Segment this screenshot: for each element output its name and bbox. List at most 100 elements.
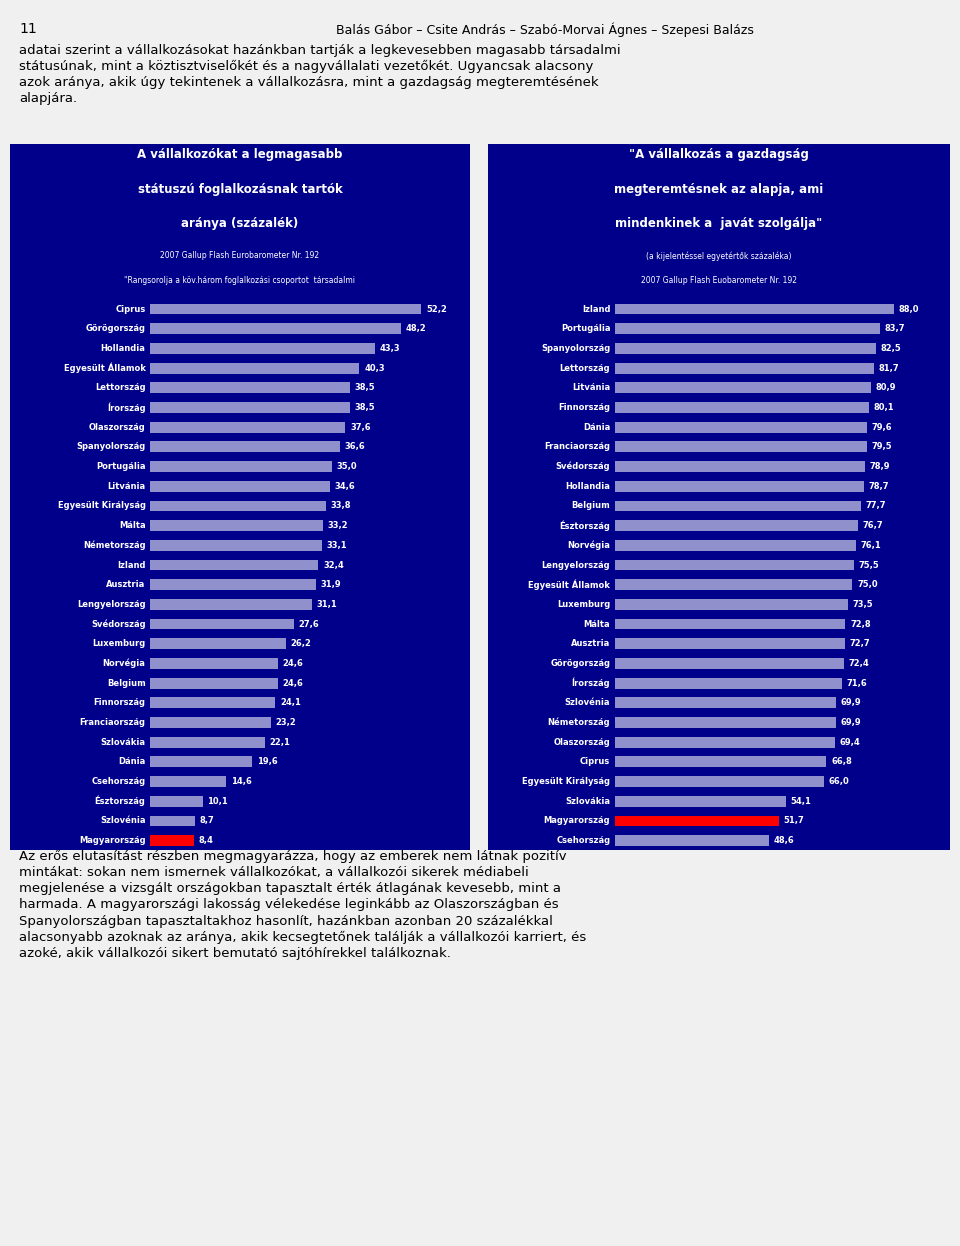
Text: 27,6: 27,6 (299, 619, 319, 628)
Text: 11: 11 (19, 22, 36, 36)
Text: Olaszország: Olaszország (554, 738, 611, 746)
Text: 72,4: 72,4 (849, 659, 870, 668)
Text: Portugália: Portugália (96, 462, 146, 471)
Bar (150, 540, 323, 551)
Text: 8,7: 8,7 (200, 816, 215, 825)
Bar (150, 718, 271, 728)
Bar (615, 559, 854, 571)
Bar (615, 619, 846, 629)
Bar (150, 304, 421, 314)
Text: Szlovákia: Szlovákia (101, 738, 146, 746)
Text: Egyesült Királyság: Egyesült Királyság (58, 501, 146, 511)
Text: Az erős elutasítást részben megmagyarázza, hogy az emberek nem látnak pozitív: Az erős elutasítást részben megmagyarázz… (19, 850, 566, 863)
Text: 35,0: 35,0 (337, 462, 357, 471)
Text: 2007 Gallup Flash Euobarometer Nr. 192: 2007 Gallup Flash Euobarometer Nr. 192 (641, 275, 797, 285)
Text: 76,7: 76,7 (862, 521, 883, 530)
Text: 79,5: 79,5 (872, 442, 892, 451)
Text: harmada. A magyarországi lakosság vélekedése leginkább az Olaszországban és: harmada. A magyarországi lakosság véleke… (19, 898, 559, 911)
Bar (615, 461, 865, 472)
Text: státusúnak, mint a köztisztviselőkét és a nagyvállalati vezetőkét. Ugyancsak ala: státusúnak, mint a köztisztviselőkét és … (19, 60, 593, 74)
Text: 80,1: 80,1 (874, 402, 894, 412)
Bar (150, 402, 350, 412)
Text: 69,9: 69,9 (841, 698, 861, 708)
Text: Hollandia: Hollandia (565, 482, 611, 491)
Text: 2007 Gallup Flash Eurobarometer Nr. 192: 2007 Gallup Flash Eurobarometer Nr. 192 (160, 250, 320, 260)
Text: igazgatói": igazgatói" (221, 325, 259, 335)
Text: 33,8: 33,8 (330, 501, 350, 511)
Text: Írország: Írország (107, 402, 146, 412)
Text: Svédország: Svédország (556, 462, 611, 471)
Bar (615, 756, 827, 768)
Text: adatai szerint a vállalkozásokat hazánkban tartják a legkevesebben magasabb társ: adatai szerint a vállalkozásokat hazánkb… (19, 44, 621, 56)
Text: Ciprus: Ciprus (115, 304, 146, 314)
Text: 10,1: 10,1 (207, 796, 228, 806)
Text: 73,5: 73,5 (852, 599, 873, 609)
Text: "Rangsorolja a köv.három foglalkozási csoportot  társadalmi: "Rangsorolja a köv.három foglalkozási cs… (125, 275, 355, 285)
Text: Ciprus: Ciprus (580, 758, 611, 766)
Bar (150, 599, 312, 609)
Text: megjelenése a vizsgált országokban tapasztalt érték átlagának kevesebb, mint a: megjelenése a vizsgált országokban tapas… (19, 882, 562, 895)
Text: 52,2: 52,2 (426, 304, 446, 314)
Text: 83,7: 83,7 (884, 324, 905, 333)
Bar (150, 736, 265, 748)
Text: Finnország: Finnország (559, 402, 611, 412)
Text: 38,5: 38,5 (355, 402, 375, 412)
Text: 75,5: 75,5 (858, 561, 879, 569)
Text: alacsonyabb azoknak az aránya, akik kecsegtetőnek találják a vállalkozói karrier: alacsonyabb azoknak az aránya, akik kecs… (19, 931, 587, 944)
Text: Lengyelország: Lengyelország (541, 561, 611, 569)
Bar (615, 304, 894, 314)
Text: 72,7: 72,7 (850, 639, 871, 648)
Bar (150, 579, 316, 591)
Text: Csehország: Csehország (91, 778, 146, 786)
Text: Izland: Izland (117, 561, 146, 569)
Bar (150, 776, 226, 787)
Text: Szlovénia: Szlovénia (100, 816, 146, 825)
Text: Málta: Málta (584, 619, 611, 628)
Text: 31,1: 31,1 (316, 599, 337, 609)
Text: 23,2: 23,2 (276, 718, 296, 726)
Text: státuszú foglalkozásnak tartók: státuszú foglalkozásnak tartók (137, 183, 343, 196)
Bar (615, 422, 867, 432)
Text: 77,7: 77,7 (866, 501, 886, 511)
Bar (150, 383, 350, 394)
Text: 69,4: 69,4 (839, 738, 860, 746)
Text: mindenkinek a  javát szolgálja": mindenkinek a javát szolgálja" (615, 217, 823, 229)
Text: 26,2: 26,2 (291, 639, 312, 648)
Text: Finnország: Finnország (93, 698, 146, 708)
Text: Németország: Németország (547, 718, 611, 728)
Bar (615, 599, 848, 609)
Bar (615, 736, 834, 748)
Text: 82,5: 82,5 (880, 344, 901, 353)
Text: Svédország: Svédország (91, 619, 146, 629)
Text: 69,9: 69,9 (841, 718, 861, 726)
Bar (150, 559, 319, 571)
Text: 48,2: 48,2 (405, 324, 426, 333)
Text: Németország: Németország (83, 541, 146, 549)
Text: Hollandia: Hollandia (101, 344, 146, 353)
Text: 72,8: 72,8 (850, 619, 871, 628)
Bar (150, 461, 332, 472)
Text: Franciaország: Franciaország (544, 442, 611, 451)
Text: Litvánia: Litvánia (572, 384, 611, 392)
Bar (615, 481, 864, 492)
Bar (615, 678, 842, 689)
Bar (615, 324, 880, 334)
Text: Ausztria: Ausztria (107, 581, 146, 589)
Text: 33,2: 33,2 (327, 521, 348, 530)
Text: Ausztria: Ausztria (571, 639, 611, 648)
Text: Írország: Írország (571, 678, 611, 688)
Bar (150, 363, 359, 374)
Text: 8,4: 8,4 (199, 836, 213, 845)
Text: Csehország: Csehország (556, 836, 611, 845)
Text: 81,7: 81,7 (878, 364, 899, 373)
Text: 54,1: 54,1 (791, 796, 812, 806)
Bar (150, 796, 203, 806)
Text: A vállalkozókat a legmagasabb: A vállalkozókat a legmagasabb (137, 148, 343, 162)
Bar (150, 324, 400, 334)
Text: 24,6: 24,6 (282, 659, 303, 668)
Text: Spanyolországban tapasztaltakhoz hasonlít, hazánkban azonban 20 százalékkal: Spanyolországban tapasztaltakhoz hasonlí… (19, 915, 553, 927)
Bar (615, 579, 852, 591)
Text: "A vállalkozás a gazdagság: "A vállalkozás a gazdagság (629, 148, 809, 162)
Text: 31,9: 31,9 (321, 581, 341, 589)
Text: Franciaország: Franciaország (80, 718, 146, 726)
